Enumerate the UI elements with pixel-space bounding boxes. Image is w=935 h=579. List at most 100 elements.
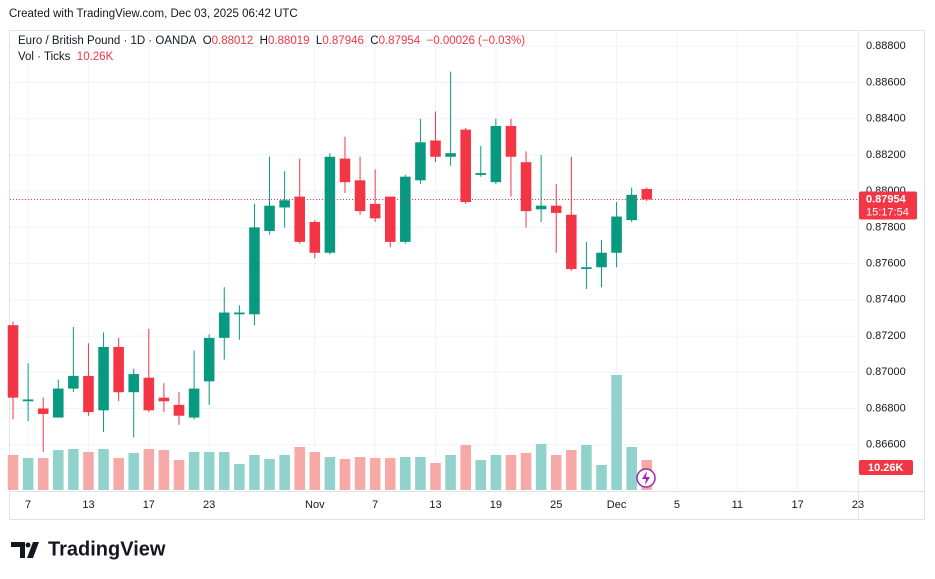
volume-bar — [264, 459, 275, 490]
volume-bar — [188, 451, 200, 490]
ohlc-letter: C — [370, 35, 379, 47]
volume-bar — [535, 444, 547, 490]
logo-text: TradingView — [48, 538, 166, 560]
y-tick-label: 0.88800 — [866, 40, 906, 52]
candle-body — [279, 200, 290, 208]
y-tick-label: 0.88400 — [866, 113, 906, 125]
candle-body — [83, 375, 94, 413]
grid — [10, 30, 859, 490]
volume-bar — [520, 453, 532, 490]
volume-bar — [354, 456, 366, 490]
y-tick-label: 0.86600 — [866, 439, 906, 451]
volume-bar — [566, 450, 577, 490]
volume-pane — [7, 375, 653, 490]
volume-bar — [430, 463, 441, 490]
x-tick-label: 11 — [732, 499, 743, 511]
candle-body — [68, 375, 79, 389]
candle-body — [460, 129, 471, 203]
candle-body — [550, 205, 562, 213]
candle-body — [430, 140, 441, 157]
y-tick-label: 0.87400 — [866, 294, 906, 306]
volume-bar — [173, 460, 185, 490]
volume-bar — [294, 446, 305, 490]
x-tick-label: 17 — [143, 499, 155, 511]
x-tick-label: 13 — [429, 499, 441, 511]
ohlc-value: 0.87946 — [322, 35, 364, 47]
candle-body — [354, 180, 366, 212]
candle-body — [505, 125, 517, 157]
candle-body — [581, 267, 592, 270]
candle-body — [309, 221, 321, 253]
x-tick-label: Nov — [305, 499, 325, 511]
volume-bar — [460, 445, 471, 490]
candle-body — [249, 227, 260, 315]
volume-bar — [475, 460, 487, 490]
candle-body — [234, 312, 245, 315]
volume-badge — [859, 460, 913, 475]
candle-body — [535, 205, 547, 210]
volume-bar — [490, 455, 502, 490]
candle-body — [626, 194, 637, 221]
chart-frame — [9, 30, 925, 520]
candle-body — [611, 216, 622, 253]
y-tick-label: 0.86800 — [866, 402, 906, 414]
candle-body — [641, 189, 653, 200]
volume-bar — [309, 451, 321, 490]
x-tick-label: Dec — [607, 499, 627, 511]
volume-bar — [37, 458, 49, 490]
volume-legend: Vol · Ticks 10.26K — [18, 51, 113, 63]
candle-body — [400, 176, 411, 242]
candle-body — [173, 404, 185, 416]
x-tick-label: 23 — [852, 499, 864, 511]
volume-bar — [143, 449, 155, 490]
candle-body — [128, 374, 140, 393]
y-tick-label: 0.87200 — [866, 330, 906, 342]
x-tick-label: 5 — [674, 499, 680, 511]
volume-bar — [53, 450, 64, 490]
y-tick-label: 0.87600 — [866, 258, 906, 270]
axes: 0.86600 0.86800 0.87000 0.87200 0.87400 0.876… — [10, 40, 917, 511]
volume-bar — [324, 456, 336, 490]
ohlc-letter: H — [259, 35, 268, 47]
ohlc-value: 0.88012 — [211, 35, 254, 47]
volume-bar — [98, 449, 109, 490]
candle-body — [445, 153, 456, 157]
candle-body — [7, 325, 19, 398]
volume-bar — [113, 458, 124, 490]
candle-body — [520, 162, 532, 212]
volume-bar — [384, 458, 396, 490]
logo-mark — [11, 542, 39, 558]
candle-body — [203, 337, 215, 382]
candle-body — [369, 203, 381, 219]
candle-body — [158, 397, 170, 402]
price-badge — [859, 191, 917, 220]
x-tick-label: 13 — [82, 499, 94, 511]
volume-bar — [218, 451, 230, 490]
legend-line: Euro / British Pound · 1D · OANDA O0.880… — [18, 35, 525, 47]
volume-bar — [158, 450, 170, 490]
volume-bar — [22, 458, 34, 490]
volume-bar — [128, 453, 140, 490]
candle-body — [188, 388, 200, 418]
volume-bar — [596, 465, 607, 490]
candle-body — [98, 346, 109, 411]
volume-bar — [626, 446, 637, 490]
change: −0.00026 (−0.03%) — [426, 35, 526, 47]
candle-body — [143, 377, 155, 411]
volume-bar — [68, 449, 79, 490]
x-tick-label: 7 — [372, 499, 378, 511]
x-tick-label: 17 — [792, 499, 804, 511]
candle-body — [384, 196, 396, 242]
volume-bar — [7, 455, 19, 490]
candle-body — [264, 205, 275, 232]
y-tick-label: 0.88600 — [866, 76, 906, 88]
candle-body — [218, 312, 230, 338]
lightning-icon — [636, 468, 656, 488]
y-tick-label: 0.87800 — [866, 221, 906, 233]
x-tick-label: 7 — [25, 499, 31, 511]
volume-bar — [203, 451, 215, 490]
volume-bar — [581, 445, 592, 490]
ohlc-letter: O — [202, 35, 212, 47]
